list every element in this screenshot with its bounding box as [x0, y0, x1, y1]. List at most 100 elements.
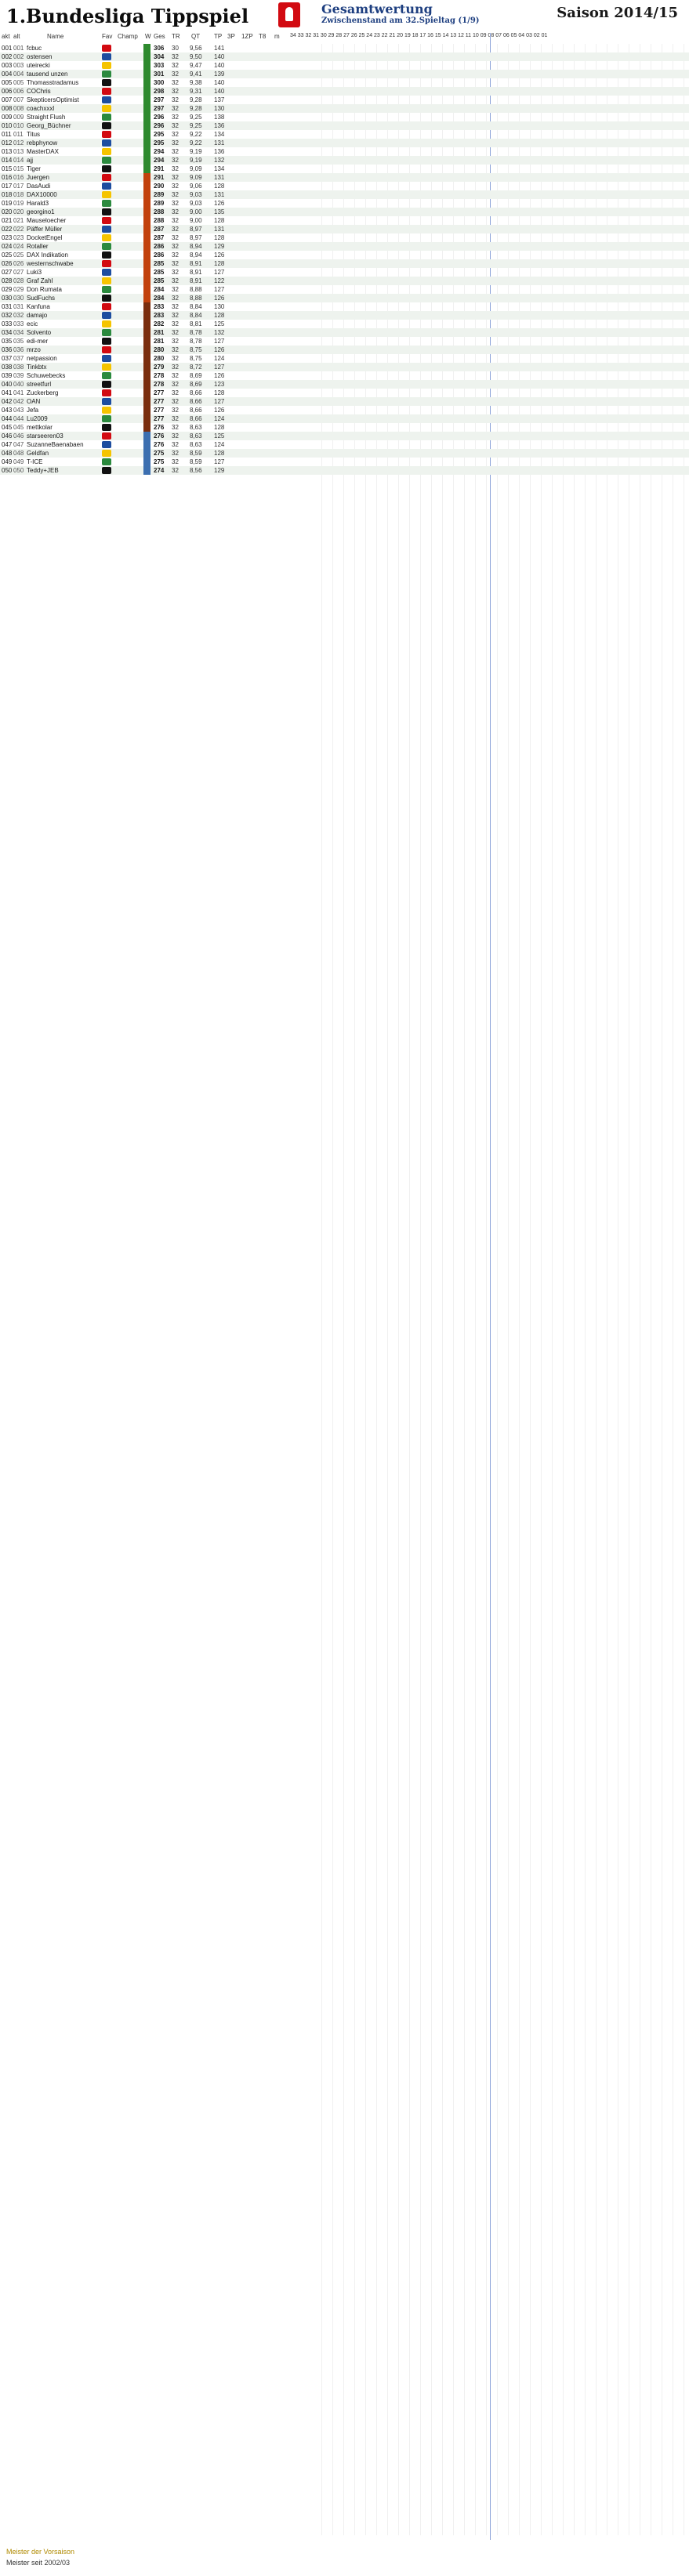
player-name: westernschwabe [27, 260, 74, 267]
points-average: 9,50 [190, 53, 202, 60]
total-points: 276 [154, 441, 165, 448]
matchdays: 32 [172, 329, 179, 336]
table-row: 044 044 Lu2009 277 32 8,66 124 [0, 414, 689, 423]
total-points: 277 [154, 389, 165, 396]
table-row: 046 046 starseeren03 276 32 8,63 125 [0, 432, 689, 440]
prev-rank-cell: 003 [13, 62, 24, 69]
favorite-club-icon [102, 174, 111, 181]
player-name: ostensen [27, 53, 53, 60]
total-points: 279 [154, 364, 165, 371]
table-row: 049 049 T-ICE 275 32 8,59 127 [0, 458, 689, 466]
table-row: 025 025 DAX Indikation 286 32 8,94 126 [0, 251, 689, 259]
total-points: 294 [154, 157, 165, 164]
favorite-club-icon [102, 165, 111, 172]
weekly-bar [143, 44, 150, 52]
total-points: 298 [154, 88, 165, 95]
table-row: 009 009 Straight Flush 296 32 9,25 138 [0, 113, 689, 121]
points-average: 8,91 [190, 260, 202, 267]
tipp-points: 128 [214, 217, 225, 224]
player-name: Tiger [27, 165, 41, 172]
rank-cell: 012 [2, 139, 13, 147]
favorite-club-icon [102, 320, 111, 327]
weekly-bar [143, 182, 150, 190]
tipp-points: 127 [214, 338, 225, 345]
favorite-club-icon [102, 183, 111, 190]
bundesliga-logo-icon [278, 2, 300, 27]
points-average: 8,66 [190, 398, 202, 405]
weekly-bar [143, 147, 150, 156]
matchdays: 32 [172, 234, 179, 241]
matchdays: 32 [172, 208, 179, 215]
table-row: 008 008 coachxxxl 297 32 9,28 130 [0, 104, 689, 113]
tipp-points: 125 [214, 432, 225, 440]
rank-cell: 007 [2, 96, 13, 103]
prev-rank-cell: 006 [13, 88, 24, 95]
weekly-bar [143, 199, 150, 208]
table-row: 012 012 rebphynow 295 32 9,22 131 [0, 139, 689, 147]
tipp-points: 123 [214, 381, 225, 388]
favorite-club-icon [102, 53, 111, 60]
points-average: 8,81 [190, 320, 202, 327]
prev-rank-cell: 031 [13, 303, 24, 310]
total-points: 290 [154, 183, 165, 190]
points-average: 9,25 [190, 122, 202, 129]
table-row: 048 048 Geldfan 275 32 8,59 128 [0, 449, 689, 458]
player-name: DasAudi [27, 183, 51, 190]
prev-rank-cell: 042 [13, 398, 24, 405]
matchdays: 32 [172, 295, 179, 302]
total-points: 286 [154, 243, 165, 250]
prev-rank-cell: 015 [13, 165, 24, 172]
player-name: Geldfan [27, 450, 49, 457]
weekly-bar [143, 432, 150, 440]
rank-cell: 020 [2, 208, 13, 215]
table-row: 027 027 Luki3 285 32 8,91 127 [0, 268, 689, 277]
rank-cell: 037 [2, 355, 13, 362]
tipp-points: 122 [214, 277, 225, 284]
table-row: 002 002 ostensen 304 32 9,50 140 [0, 52, 689, 61]
rank-cell: 036 [2, 346, 13, 353]
favorite-club-icon [102, 148, 111, 155]
rank-cell: 042 [2, 398, 13, 405]
matchdays: 32 [172, 269, 179, 276]
table-row: 037 037 netpassion 280 32 8,75 124 [0, 354, 689, 363]
tipp-points: 140 [214, 79, 225, 86]
tipp-points: 131 [214, 226, 225, 233]
prev-rank-cell: 012 [13, 139, 24, 147]
prev-rank-cell: 032 [13, 312, 24, 319]
tipp-points: 141 [214, 45, 225, 52]
matchdays: 32 [172, 372, 179, 379]
favorite-club-icon [102, 62, 111, 69]
points-average: 8,91 [190, 269, 202, 276]
total-points: 280 [154, 355, 165, 362]
rank-cell: 009 [2, 114, 13, 121]
points-average: 8,63 [190, 424, 202, 431]
player-name: Mauseloecher [27, 217, 67, 224]
favorite-club-icon [102, 424, 111, 431]
player-name: coachxxxl [27, 105, 55, 112]
tipp-points: 128 [214, 260, 225, 267]
favorite-club-icon [102, 364, 111, 371]
table-row: 034 034 Solvento 281 32 8,78 132 [0, 328, 689, 337]
rank-cell: 011 [2, 131, 12, 138]
prev-rank-cell: 030 [13, 295, 24, 302]
favorite-club-icon [102, 286, 111, 293]
favorite-club-icon [102, 105, 111, 112]
table-row: 013 013 MasterDAX 294 32 9,19 136 [0, 147, 689, 156]
matchdays: 32 [172, 432, 179, 440]
player-name: netpassion [27, 355, 57, 362]
tipp-points: 140 [214, 88, 225, 95]
prev-rank-cell: 026 [13, 260, 24, 267]
col-m: m [274, 33, 280, 40]
total-points: 287 [154, 226, 165, 233]
player-name: tausend unzen [27, 71, 68, 78]
weekly-bar [143, 156, 150, 165]
col-tp: TP [214, 33, 223, 40]
points-average: 9,03 [190, 200, 202, 207]
weekly-bar [143, 414, 150, 423]
col-qt: QT [191, 33, 201, 40]
tipp-points: 139 [214, 71, 225, 78]
total-points: 284 [154, 295, 165, 302]
rank-cell: 031 [2, 303, 13, 310]
prev-rank-cell: 023 [13, 234, 24, 241]
weekly-bar [143, 251, 150, 259]
